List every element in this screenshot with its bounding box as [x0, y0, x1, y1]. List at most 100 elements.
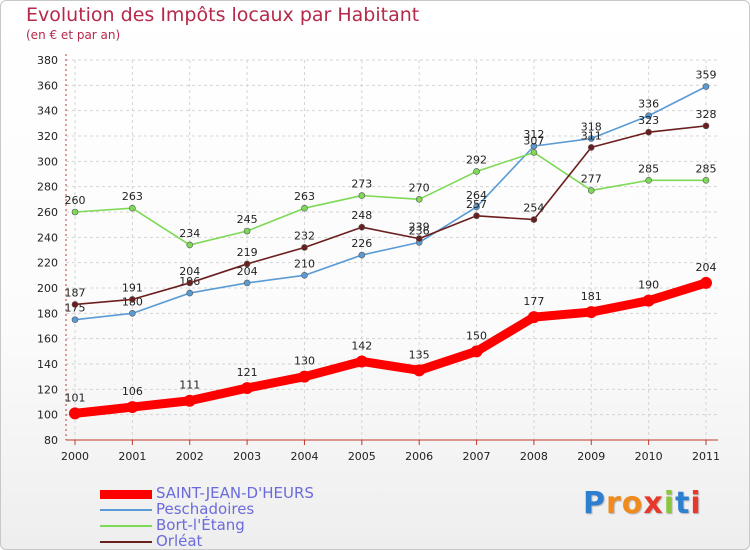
- legend-item-saint-jean: SAINT-JEAN-D'HEURS: [100, 484, 360, 502]
- x-tick-label: 2009: [577, 450, 605, 463]
- legend-item-peschadoires: Peschadoires: [100, 500, 360, 518]
- x-tick-label: 2008: [520, 450, 548, 463]
- x-tick-label: 2006: [405, 450, 433, 463]
- y-tick-label: 220: [37, 257, 58, 270]
- data-point-bort-l-tang: [71, 208, 79, 216]
- data-point-orl-at: [129, 296, 136, 303]
- data-label-saint-jean-d-heurs: 130: [294, 355, 315, 368]
- x-tick-label: 2011: [692, 450, 720, 463]
- data-point-saint-jean-d-heurs: [527, 311, 540, 324]
- data-label-peschadoires: 359: [696, 69, 717, 82]
- data-label-orl-at: 204: [179, 265, 200, 278]
- data-label-bort-l-tang: 292: [466, 153, 487, 166]
- data-point-saint-jean-d-heurs: [642, 294, 655, 307]
- y-tick-label: 380: [37, 54, 58, 67]
- data-label-bort-l-tang: 307: [523, 134, 544, 147]
- data-point-bort-l-tang: [473, 168, 480, 175]
- data-label-saint-jean-d-heurs: 101: [65, 391, 86, 404]
- data-point-orl-at: [473, 212, 480, 220]
- data-point-orl-at: [71, 301, 79, 308]
- data-point-saint-jean-d-heurs: [700, 276, 712, 289]
- data-point-saint-jean-d-heurs: [585, 306, 598, 319]
- data-label-saint-jean-d-heurs: 106: [122, 385, 143, 398]
- data-label-peschadoires: 175: [65, 302, 86, 315]
- data-label-saint-jean-d-heurs: 142: [351, 339, 372, 352]
- y-tick-label: 340: [37, 105, 58, 118]
- x-tick-label: 2010: [635, 450, 663, 463]
- series-line-orl-at: [74, 125, 707, 306]
- data-point-saint-jean-d-heurs: [298, 370, 311, 383]
- data-point-peschadoires: [243, 279, 251, 287]
- data-label-orl-at: 187: [65, 286, 86, 299]
- y-tick-label: 280: [37, 181, 58, 194]
- data-point-orl-at: [415, 235, 423, 242]
- x-tick-label: 2000: [61, 450, 89, 463]
- logo-letter: P: [583, 486, 606, 521]
- data-label-orl-at: 257: [466, 198, 487, 211]
- data-label-saint-jean-d-heurs: 111: [179, 379, 200, 392]
- data-label-orl-at: 248: [351, 209, 372, 222]
- data-point-orl-at: [186, 279, 194, 287]
- data-point-peschadoires: [530, 142, 538, 150]
- logo-letter: t: [675, 486, 691, 521]
- data-point-peschadoires: [129, 310, 136, 317]
- data-point-bort-l-tang: [243, 227, 251, 235]
- data-label-saint-jean-d-heurs: 135: [409, 348, 430, 361]
- data-point-saint-jean-d-heurs: [413, 364, 426, 377]
- data-label-peschadoires: 236: [409, 224, 430, 237]
- data-point-bort-l-tang: [587, 187, 595, 194]
- y-tick-label: 260: [37, 206, 58, 219]
- proxiti-logo: Proxiti: [583, 486, 702, 521]
- legend-label-peschadoires: Peschadoires: [156, 500, 255, 518]
- data-point-orl-at: [530, 216, 538, 223]
- chart-title: Evolution des Impôts locaux par Habitant: [26, 4, 420, 26]
- data-point-saint-jean-d-heurs: [183, 394, 196, 407]
- legend-label-saint-jean: SAINT-JEAN-D'HEURS: [156, 484, 314, 502]
- data-label-saint-jean-d-heurs: 177: [523, 295, 544, 308]
- data-point-saint-jean-d-heurs: [241, 382, 254, 395]
- x-tick-label: 2007: [463, 450, 491, 463]
- data-point-peschadoires: [186, 289, 194, 297]
- x-tick-label: 2004: [290, 450, 318, 463]
- data-point-peschadoires: [301, 272, 308, 279]
- y-tick-label: 100: [37, 409, 58, 422]
- series-line-bort-l-tang: [74, 151, 707, 246]
- y-tick-label: 120: [37, 383, 58, 396]
- series-line-saint-jean-d-heurs: [70, 278, 711, 418]
- y-tick-label: 360: [37, 79, 58, 92]
- y-tick-label: 300: [37, 155, 58, 168]
- data-point-bort-l-tang: [301, 204, 308, 212]
- data-point-saint-jean-d-heurs: [69, 407, 81, 420]
- data-label-orl-at: 311: [581, 129, 602, 142]
- legend-swatch-saint-jean: [100, 490, 152, 499]
- data-point-bort-l-tang: [702, 177, 710, 184]
- data-point-bort-l-tang: [129, 204, 136, 212]
- data-label-bort-l-tang: 245: [237, 213, 258, 226]
- data-label-saint-jean-d-heurs: 190: [638, 279, 659, 292]
- x-tick-label: 2003: [233, 450, 261, 463]
- y-tick-label: 140: [37, 358, 58, 371]
- data-label-saint-jean-d-heurs: 150: [466, 329, 487, 342]
- x-tick-label: 2005: [348, 450, 376, 463]
- y-tick-label: 80: [44, 434, 58, 447]
- data-point-orl-at: [587, 144, 595, 151]
- data-point-orl-at: [645, 128, 652, 136]
- data-label-bort-l-tang: 234: [179, 227, 200, 240]
- legend-swatch-bort: [100, 525, 152, 527]
- logo-letter: o: [621, 486, 644, 521]
- data-label-orl-at: 219: [237, 246, 258, 259]
- data-label-orl-at: 191: [122, 281, 143, 294]
- data-label-orl-at: 328: [696, 108, 717, 121]
- data-point-peschadoires: [358, 251, 366, 259]
- data-point-saint-jean-d-heurs: [355, 355, 368, 368]
- data-label-orl-at: 254: [523, 202, 544, 215]
- data-label-peschadoires: 264: [466, 189, 487, 202]
- logo-letter: i: [663, 486, 676, 521]
- logo-letter: r: [606, 486, 622, 521]
- data-label-bort-l-tang: 263: [122, 190, 143, 203]
- data-label-bort-l-tang: 260: [65, 194, 86, 207]
- legend-swatch-peschadoires: [100, 509, 152, 511]
- y-tick-label: 320: [37, 130, 58, 143]
- data-point-peschadoires: [587, 135, 595, 142]
